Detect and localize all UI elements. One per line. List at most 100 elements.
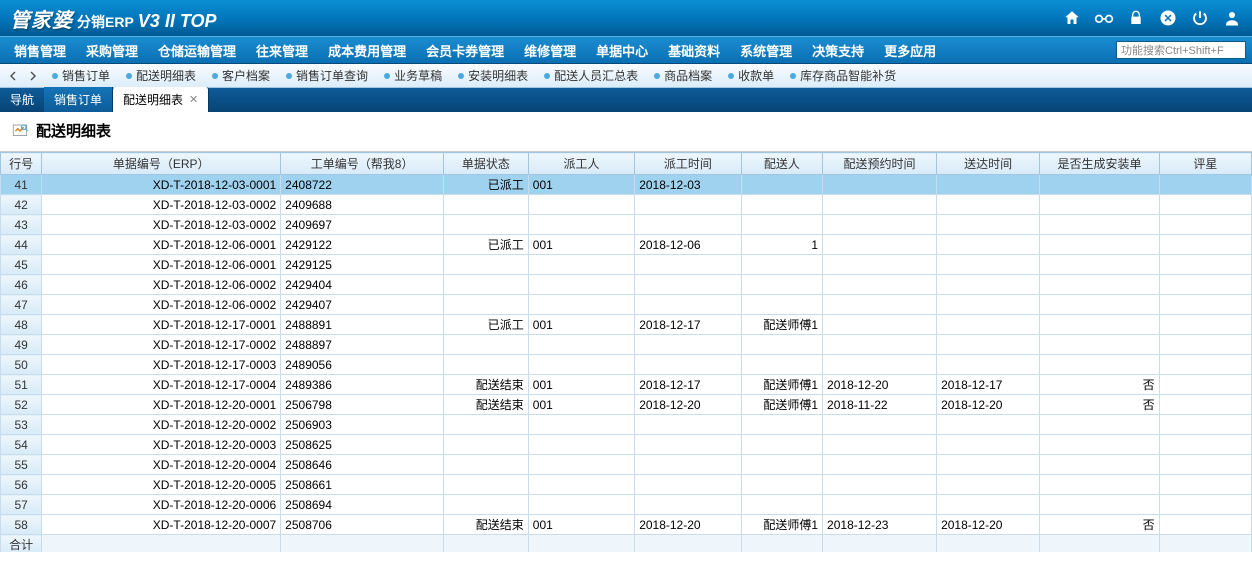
tab-0[interactable]: 销售订单: [44, 87, 113, 112]
cell: 49: [1, 335, 42, 355]
cell: [635, 335, 741, 355]
menu-4[interactable]: 成本费用管理: [320, 37, 414, 64]
col-header-2[interactable]: 工单编号（帮我8）: [281, 153, 444, 175]
quicklink-1[interactable]: 配送明细表: [118, 67, 204, 84]
cell: 2429404: [281, 275, 444, 295]
menu-0[interactable]: 销售管理: [6, 37, 74, 64]
cell: 53: [1, 415, 42, 435]
cell: 2018-12-03: [635, 175, 741, 195]
menu-5[interactable]: 会员卡券管理: [418, 37, 512, 64]
col-header-9[interactable]: 是否生成安装单: [1040, 153, 1159, 175]
quicklink-8[interactable]: 收款单: [720, 67, 782, 84]
quick-prev-icon[interactable]: [4, 67, 22, 85]
cell: [937, 275, 1040, 295]
table-row[interactable]: 51XD-T-2018-12-17-00042489386配送结束0012018…: [1, 375, 1252, 395]
cell: [444, 335, 529, 355]
cell: 2429407: [281, 295, 444, 315]
table-row[interactable]: 45XD-T-2018-12-06-00012429125: [1, 255, 1252, 275]
menu-11[interactable]: 更多应用: [876, 37, 944, 64]
quicklink-7[interactable]: 商品档案: [646, 67, 720, 84]
table-row[interactable]: 57XD-T-2018-12-20-00062508694: [1, 495, 1252, 515]
tab-1[interactable]: 配送明细表✕: [113, 87, 209, 112]
menu-6[interactable]: 维修管理: [516, 37, 584, 64]
cell: [1040, 475, 1159, 495]
table-row[interactable]: 49XD-T-2018-12-17-00022488897: [1, 335, 1252, 355]
quicklink-4[interactable]: 业务草稿: [376, 67, 450, 84]
cell: 2408722: [281, 175, 444, 195]
menu-3[interactable]: 往来管理: [248, 37, 316, 64]
quicklink-6[interactable]: 配送人员汇总表: [536, 67, 646, 84]
table-row[interactable]: 42XD-T-2018-12-03-00022409688: [1, 195, 1252, 215]
cell: 2018-12-20: [635, 515, 741, 535]
table-row[interactable]: 48XD-T-2018-12-17-00012488891已派工0012018-…: [1, 315, 1252, 335]
cell: 2508706: [281, 515, 444, 535]
function-search[interactable]: 功能搜索Ctrl+Shift+F: [1116, 41, 1246, 59]
footer-cell: [635, 535, 741, 553]
table-row[interactable]: 53XD-T-2018-12-20-00022506903: [1, 415, 1252, 435]
quicklink-2[interactable]: 客户档案: [204, 67, 278, 84]
table-row[interactable]: 44XD-T-2018-12-06-00012429122已派工0012018-…: [1, 235, 1252, 255]
menu-9[interactable]: 系统管理: [732, 37, 800, 64]
cell: XD-T-2018-12-06-0002: [42, 295, 281, 315]
cell: [528, 455, 634, 475]
cell: [937, 215, 1040, 235]
tab-close-icon[interactable]: ✕: [189, 93, 198, 106]
cell: XD-T-2018-12-20-0002: [42, 415, 281, 435]
table-row[interactable]: 50XD-T-2018-12-17-00032489056: [1, 355, 1252, 375]
quicklink-5[interactable]: 安装明细表: [450, 67, 536, 84]
cell: [823, 175, 937, 195]
glasses-icon[interactable]: [1094, 8, 1114, 28]
cell: XD-T-2018-12-20-0006: [42, 495, 281, 515]
table-row[interactable]: 55XD-T-2018-12-20-00042508646: [1, 455, 1252, 475]
lock-icon[interactable]: [1126, 8, 1146, 28]
col-header-1[interactable]: 单据编号（ERP）: [42, 153, 281, 175]
table-row[interactable]: 54XD-T-2018-12-20-00032508625: [1, 435, 1252, 455]
nav-tab[interactable]: 导航: [0, 87, 44, 112]
col-header-3[interactable]: 单据状态: [444, 153, 529, 175]
menu-10[interactable]: 决策支持: [804, 37, 872, 64]
cell: 已派工: [444, 235, 529, 255]
table-row[interactable]: 41XD-T-2018-12-03-00012408722已派工0012018-…: [1, 175, 1252, 195]
page-header: 配送明细表: [0, 112, 1252, 152]
user-icon[interactable]: [1222, 8, 1242, 28]
home-icon[interactable]: [1062, 8, 1082, 28]
menu-7[interactable]: 单据中心: [588, 37, 656, 64]
quicklink-0[interactable]: 销售订单: [44, 67, 118, 84]
col-header-7[interactable]: 配送预约时间: [823, 153, 937, 175]
logo-sub: 分销ERP: [77, 12, 134, 32]
top-banner: 管家婆 分销ERP V3 II TOP: [0, 0, 1252, 36]
menu-2[interactable]: 仓储运输管理: [150, 37, 244, 64]
quicklink-9[interactable]: 库存商品智能补货: [782, 67, 904, 84]
col-header-0[interactable]: 行号: [1, 153, 42, 175]
data-grid[interactable]: 行号单据编号（ERP）工单编号（帮我8）单据状态派工人派工时间配送人配送预约时间…: [0, 152, 1252, 552]
cell: 2018-12-17: [937, 375, 1040, 395]
cell: [741, 455, 822, 475]
col-header-6[interactable]: 配送人: [741, 153, 822, 175]
cell: XD-T-2018-12-20-0001: [42, 395, 281, 415]
menu-8[interactable]: 基础资料: [660, 37, 728, 64]
table-row[interactable]: 56XD-T-2018-12-20-00052508661: [1, 475, 1252, 495]
cell: [741, 415, 822, 435]
table-row[interactable]: 46XD-T-2018-12-06-00022429404: [1, 275, 1252, 295]
cell: [741, 475, 822, 495]
cell: [823, 195, 937, 215]
menu-1[interactable]: 采购管理: [78, 37, 146, 64]
cell: [823, 475, 937, 495]
quicklink-3[interactable]: 销售订单查询: [278, 67, 376, 84]
col-header-5[interactable]: 派工时间: [635, 153, 741, 175]
table-row[interactable]: 58XD-T-2018-12-20-00072508706配送结束0012018…: [1, 515, 1252, 535]
cell: 50: [1, 355, 42, 375]
col-header-4[interactable]: 派工人: [528, 153, 634, 175]
quick-next-icon[interactable]: [24, 67, 42, 85]
cell: [1040, 295, 1159, 315]
col-header-8[interactable]: 送达时间: [937, 153, 1040, 175]
table-row[interactable]: 47XD-T-2018-12-06-00022429407: [1, 295, 1252, 315]
power-icon[interactable]: [1190, 8, 1210, 28]
cell: 2018-12-20: [937, 395, 1040, 415]
table-row[interactable]: 52XD-T-2018-12-20-00012506798配送结束0012018…: [1, 395, 1252, 415]
tab-label: 销售订单: [54, 91, 102, 108]
close-circle-icon[interactable]: [1158, 8, 1178, 28]
col-header-10[interactable]: 评星: [1159, 153, 1251, 175]
table-row[interactable]: 43XD-T-2018-12-03-00022409697: [1, 215, 1252, 235]
page-title: 配送明细表: [36, 120, 111, 141]
